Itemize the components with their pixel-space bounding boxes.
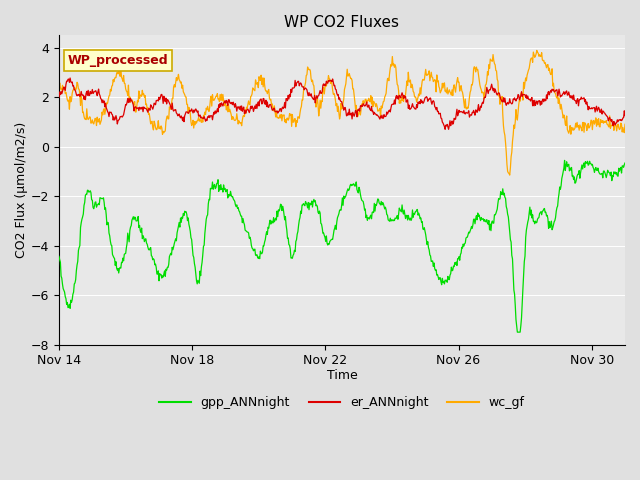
er_ANNnight	[397, 95, 404, 101]
wc_gf	[120, 72, 127, 78]
gpp_ANNnight	[561, 157, 568, 163]
Line: gpp_ANNnight: gpp_ANNnight	[59, 160, 625, 332]
er_ANNnight	[55, 94, 63, 100]
gpp_ANNnight	[132, 215, 140, 221]
Legend: gpp_ANNnight, er_ANNnight, wc_gf: gpp_ANNnight, er_ANNnight, wc_gf	[154, 391, 529, 414]
X-axis label: Time: Time	[326, 369, 357, 382]
er_ANNnight	[170, 108, 178, 113]
gpp_ANNnight	[488, 220, 495, 226]
er_ANNnight	[120, 108, 128, 114]
wc_gf	[170, 84, 177, 90]
gpp_ANNnight	[396, 207, 404, 213]
Y-axis label: CO2 Flux (μmol/m2/s): CO2 Flux (μmol/m2/s)	[15, 122, 28, 258]
wc_gf	[55, 86, 63, 92]
wc_gf	[488, 58, 495, 64]
wc_gf	[621, 121, 629, 127]
er_ANNnight	[442, 126, 449, 132]
gpp_ANNnight	[55, 253, 63, 259]
er_ANNnight	[349, 109, 356, 115]
wc_gf	[506, 172, 513, 178]
wc_gf	[396, 98, 404, 104]
er_ANNnight	[132, 105, 140, 110]
er_ANNnight	[67, 75, 74, 81]
Line: er_ANNnight: er_ANNnight	[59, 78, 625, 129]
wc_gf	[132, 109, 140, 115]
gpp_ANNnight	[513, 329, 521, 335]
wc_gf	[533, 48, 541, 53]
er_ANNnight	[489, 88, 497, 94]
gpp_ANNnight	[170, 244, 177, 250]
gpp_ANNnight	[120, 258, 127, 264]
er_ANNnight	[621, 113, 629, 119]
wc_gf	[348, 78, 356, 84]
Text: WP_processed: WP_processed	[67, 54, 168, 67]
Title: WP CO2 Fluxes: WP CO2 Fluxes	[285, 15, 399, 30]
gpp_ANNnight	[348, 181, 356, 187]
Line: wc_gf: wc_gf	[59, 50, 625, 175]
gpp_ANNnight	[621, 160, 629, 166]
